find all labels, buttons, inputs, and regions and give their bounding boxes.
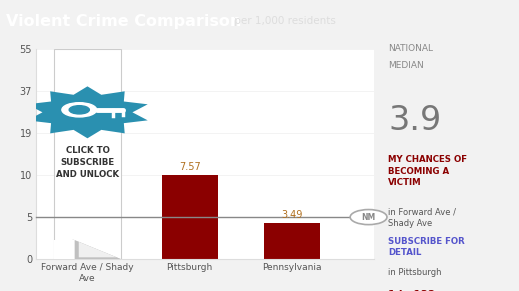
Bar [264,223,320,259]
Text: MY CHANCES OF
BECOMING A
VICTIM: MY CHANCES OF BECOMING A VICTIM [388,155,467,187]
Polygon shape [75,240,121,259]
Bar [59,217,116,259]
Text: in Pittsburgh: in Pittsburgh [388,268,442,277]
Polygon shape [79,242,117,257]
Text: NM: NM [361,213,376,221]
Circle shape [350,210,387,225]
Polygon shape [27,86,148,138]
Text: 1 in 132: 1 in 132 [388,290,435,291]
Polygon shape [54,49,75,259]
Text: per 1,000 residents: per 1,000 residents [231,16,336,26]
Text: MEDIAN: MEDIAN [388,61,424,70]
Text: in Forward Ave /
Shady Ave: in Forward Ave / Shady Ave [388,208,456,228]
Text: SUBSCRIBE FOR
DETAIL: SUBSCRIBE FOR DETAIL [388,237,465,257]
Text: 7.57: 7.57 [179,162,200,172]
FancyBboxPatch shape [54,49,121,259]
Text: 3.9: 3.9 [388,104,442,137]
Circle shape [62,103,97,117]
Text: NATIONAL: NATIONAL [388,44,433,53]
Bar [161,175,218,259]
Text: CLICK TO
SUBSCRIBE
AND UNLOCK: CLICK TO SUBSCRIBE AND UNLOCK [56,146,119,179]
Text: Violent Crime Comparison: Violent Crime Comparison [6,14,242,29]
Circle shape [69,106,89,114]
Polygon shape [73,239,122,260]
Text: 3.49: 3.49 [281,210,303,220]
